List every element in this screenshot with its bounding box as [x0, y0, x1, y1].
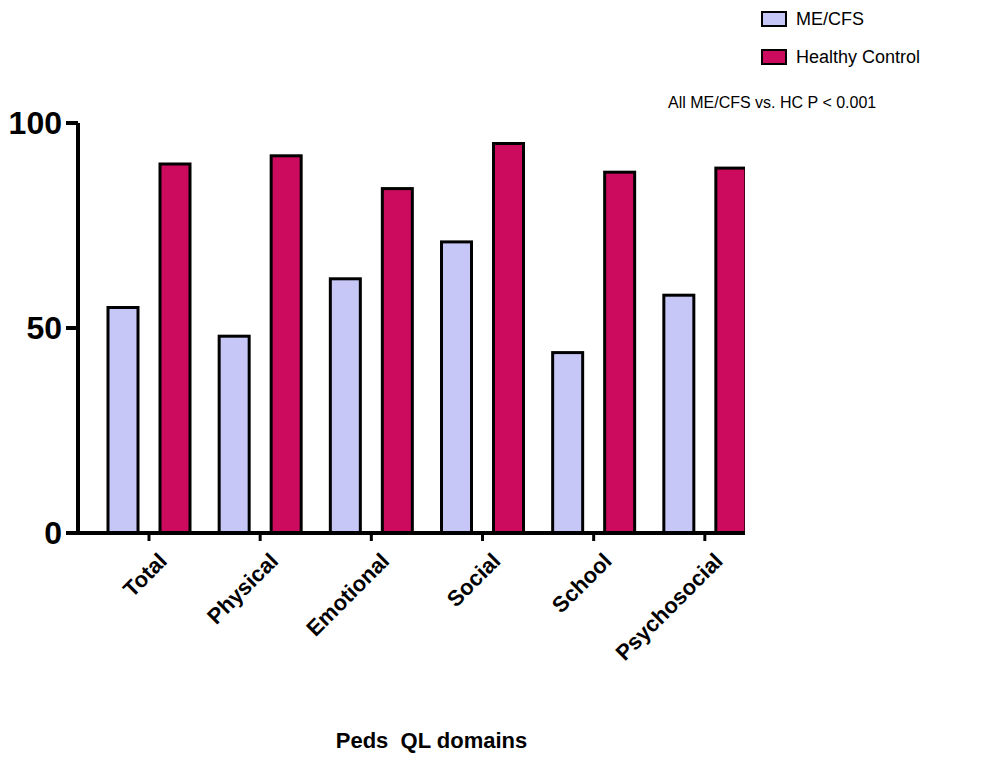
- legend-swatch: [762, 12, 786, 26]
- bar: [664, 295, 694, 533]
- x-tick-label: Total: [118, 548, 172, 602]
- y-tick-label: 100: [9, 105, 62, 141]
- legend-label: Healthy Control: [796, 47, 920, 67]
- bar: [219, 336, 249, 533]
- x-tick-label: Physical: [202, 548, 283, 629]
- bars: [108, 144, 745, 534]
- bar: [382, 189, 412, 533]
- x-tick: [259, 533, 262, 541]
- x-axis-label: Peds QL domains: [336, 728, 528, 753]
- y-tick: [66, 121, 78, 125]
- y-tick-label: 50: [26, 310, 62, 346]
- x-axis: [76, 531, 745, 535]
- x-tick-label: School: [547, 548, 617, 618]
- x-tick: [592, 533, 595, 541]
- y-tick-label: 0: [44, 515, 62, 551]
- legend-label: ME/CFS: [796, 9, 864, 29]
- bar: [108, 308, 138, 534]
- x-tick-label: Emotional: [301, 548, 394, 641]
- legend-swatch: [762, 50, 786, 64]
- bar: [160, 164, 190, 533]
- y-tick: [66, 326, 78, 330]
- bar: [442, 242, 472, 533]
- chart-container: 0 50 100 Total PhysicalEmotional Social School…: [0, 0, 1000, 769]
- bar: [330, 279, 360, 533]
- chart: 0 50 100 Total PhysicalEmotional Social School…: [0, 0, 1000, 769]
- x-tick: [481, 533, 484, 541]
- bar: [716, 168, 745, 533]
- bar: [553, 353, 583, 533]
- annotation: All ME/CFS vs. HC P < 0.001: [668, 94, 876, 111]
- x-tick: [703, 533, 706, 541]
- x-tick: [148, 533, 151, 541]
- bar: [605, 172, 635, 533]
- x-tick: [370, 533, 373, 541]
- bar: [494, 144, 524, 534]
- y-tick: [66, 531, 78, 535]
- bar: [271, 156, 301, 533]
- x-tick-label: Social: [442, 548, 506, 612]
- x-tick-label: Psychosocial: [611, 548, 728, 665]
